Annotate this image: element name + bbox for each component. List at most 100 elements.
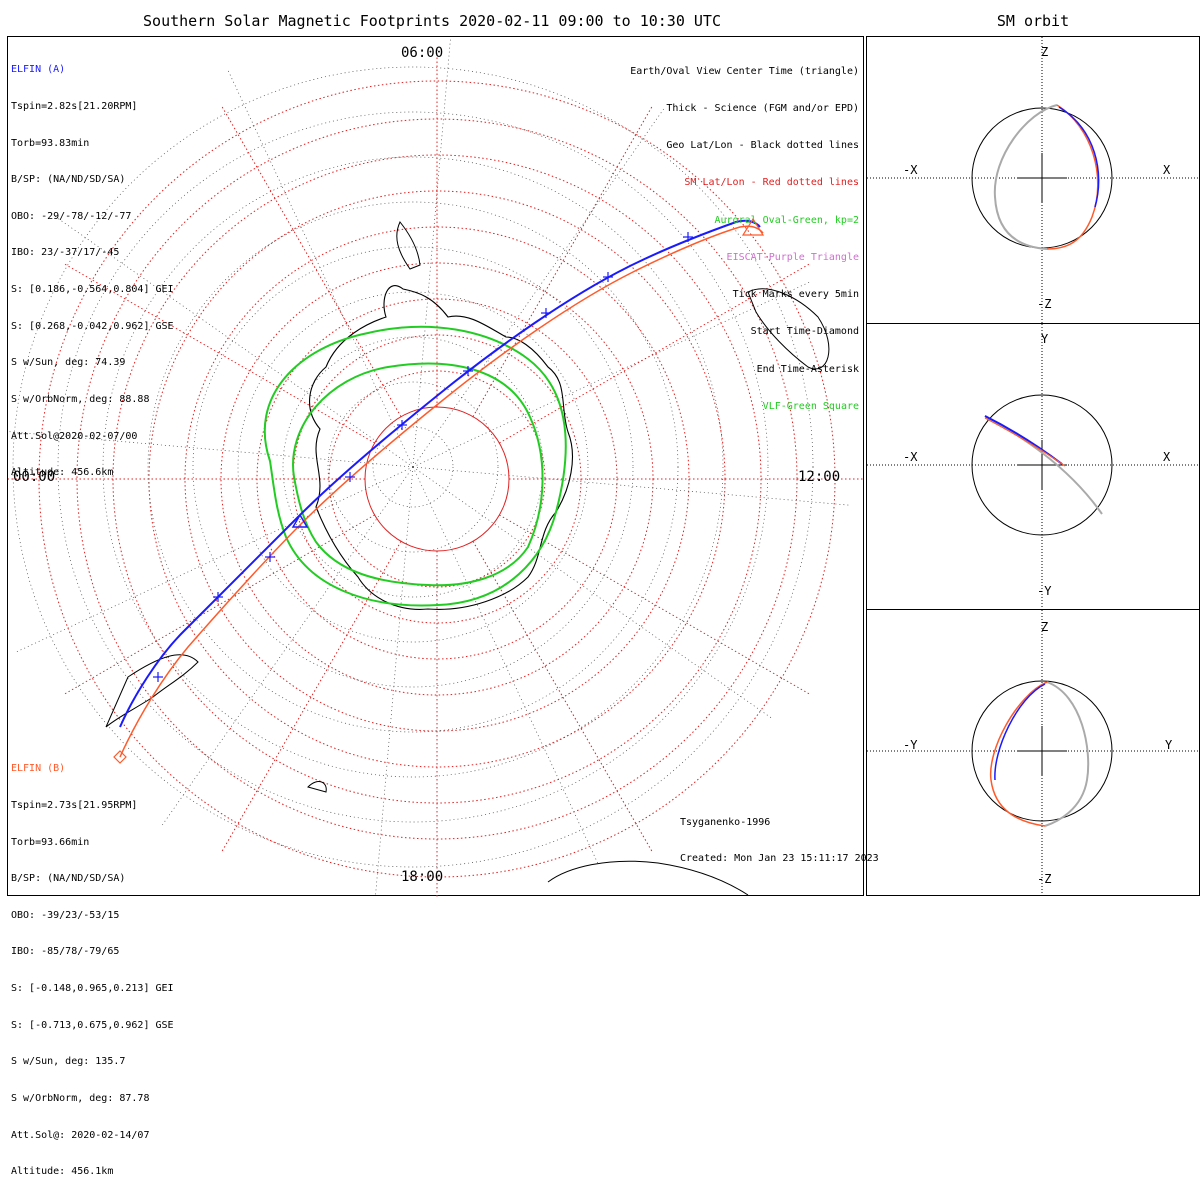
elfin-a-line: S: [0.268,-0.042,0.962] GSE [11, 320, 174, 332]
sm-orbit-panel-yz: Z -Z -Y Y [866, 609, 1200, 897]
sm-orbit-panel-xy: Y -Y -X X [866, 323, 1200, 611]
geo-lon-line [412, 466, 852, 506]
elfin-a-track [119, 219, 761, 728]
geo-lat-circle [372, 426, 454, 508]
main-title: Southern Solar Magnetic Footprints 2020-… [143, 12, 721, 30]
geo-lon-line [412, 466, 774, 720]
geo-lat-circle [327, 381, 499, 553]
elfin-b-line: Altitude: 456.1km [11, 1166, 114, 1178]
elfin-a-line: IBO: 23/-37/17/-45 [11, 247, 120, 259]
legend-entry: Tick Marks every 5min [732, 289, 859, 301]
elfin-a-line: S w/OrbNorm, deg: 88.88 [11, 393, 150, 405]
center-triangle [741, 217, 765, 236]
sm-orbit-yz-plot [867, 610, 1200, 897]
legend-entry: End Time-Asterisk [756, 363, 859, 375]
elfin-a-line: S: [0.186,-0.564,0.804] GEI [11, 284, 174, 296]
antarctica-coast [309, 285, 574, 610]
geo-lon-line [52, 214, 414, 468]
sm-orbit-panel-xz: Z -Z -X X [866, 36, 1200, 325]
elfin-a-line: Torb=93.83min [11, 137, 90, 149]
sm-orbit-xy-plot [867, 324, 1200, 611]
elfin-b-info: ELFIN (B) Tspin=2.73s[21.95RPM] Torb=93.… [11, 739, 174, 1203]
legend-entry: Earth/Oval View Center Time (triangle) [630, 65, 859, 77]
elfin-b-line: B/SP: (NA/ND/SD/SA) [11, 873, 126, 885]
start-diamond [113, 750, 127, 764]
elfin-a-name: ELFIN (A) [11, 64, 66, 76]
elfin-b-line: IBO: -85/78/-79/65 [11, 946, 120, 958]
geo-lat-circle [102, 156, 724, 778]
orbit-gray [1044, 681, 1090, 827]
legend-entry: Auroral Oval-Green, kp=2 [714, 214, 860, 226]
legend-entry: Start Time-Diamond [750, 326, 859, 338]
geo-lon-line [226, 68, 414, 468]
geo-lon-line [375, 466, 414, 897]
legend-entry: SM Lat/Lon - Red dotted lines [684, 177, 859, 189]
legend: Earth/Oval View Center Time (triangle) T… [630, 41, 859, 438]
earth-circle [971, 394, 1113, 536]
island-coast [307, 781, 327, 793]
elfin-b-track [119, 225, 764, 758]
credit: Tsyganenko-1996 Created: Mon Jan 23 15:1… [680, 793, 879, 889]
earth-circle [971, 680, 1113, 822]
mlt-label-bottom: 18:00 [401, 869, 444, 885]
satellite-tracks [113, 217, 765, 764]
elfin-a-line: Altitude: 456.6km [11, 467, 114, 479]
coastlines [105, 221, 830, 896]
legend-entry: VLF-Green Square [762, 400, 859, 412]
axis-label-top: Z [1041, 620, 1049, 634]
axis-label-right: X [1163, 450, 1171, 464]
legend-entry: Thick - Science (FGM and/or EPD) [666, 103, 859, 115]
axis-label-left: -X [903, 163, 918, 177]
elfin-a-info: ELFIN (A) Tspin=2.82s[21.20RPM] Torb=93.… [11, 40, 174, 504]
sm-lat-circle [328, 370, 546, 588]
elfin-a-line: B/SP: (NA/ND/SD/SA) [11, 174, 126, 186]
elfin-a-orbit [994, 683, 1046, 781]
elfin-a-line: OBO: -29/-78/-12/-77 [11, 210, 132, 222]
peninsula-coast [396, 221, 421, 270]
axis-label-bottom: -Z [1037, 872, 1052, 886]
geo-lat-circle [57, 111, 769, 823]
elfin-b-line: S w/Sun, deg: 135.7 [11, 1056, 126, 1068]
elfin-b-line: S w/OrbNorm, deg: 87.78 [11, 1092, 150, 1104]
elfin-a-orbit [1058, 106, 1100, 208]
geo-lon-line [412, 37, 451, 468]
geo-lon-line [14, 466, 414, 654]
axis-label-bottom: -Z [1037, 297, 1052, 311]
elfin-b-name: ELFIN (B) [11, 763, 66, 775]
auroral-oval [263, 325, 567, 607]
south-america-coast [105, 654, 199, 728]
australia-coast [747, 288, 830, 370]
geo-lon-line [412, 466, 600, 866]
mlt-label-left: 00:00 [13, 469, 56, 485]
legend-entry: Geo Lat/Lon - Black dotted lines [666, 140, 859, 152]
elfin-b-line: S: [-0.713,0.675,0.962] GSE [11, 1019, 174, 1031]
axis-label-right: Y [1165, 738, 1173, 752]
auroral-oval-inner [292, 362, 544, 587]
model-name: Tsyganenko-1996 [680, 817, 771, 828]
geo-lon-line [160, 466, 414, 828]
elfin-a-line: S w/Sun, deg: 74.39 [11, 357, 126, 369]
axis-label-right: X [1163, 163, 1171, 177]
geo-lon-line [412, 106, 666, 468]
auroral-oval-outer [263, 325, 567, 607]
axis-label-left: -X [903, 450, 918, 464]
geo-lat-circle [192, 246, 634, 688]
geo-lat-circle [147, 201, 679, 733]
legend-entry: EISCAT-Purple Triangle [726, 251, 859, 263]
orbit-gray [993, 104, 1058, 250]
elfin-b-line: Torb=93.66min [11, 836, 90, 848]
elfin-b-line: S: [-0.148,0.965,0.213] GEI [11, 983, 174, 995]
axis-label-top: Y [1041, 332, 1049, 346]
elfin-a-line: Tspin=2.82s[21.20RPM] [11, 101, 138, 113]
elfin-a-line: Att.Sol@2020-02-07/00 [11, 430, 138, 442]
mlt-label-right: 12:00 [798, 469, 841, 485]
sm-orbit-title: SM orbit [996, 12, 1070, 30]
elfin-b-orbit [989, 681, 1048, 827]
axis-label-bottom: -Y [1037, 584, 1052, 598]
elfin-b-line: Att.Sol@: 2020-02-14/07 [11, 1129, 150, 1141]
created-date: Created: Mon Jan 23 15:11:17 2023 [680, 853, 879, 864]
africa-coast [547, 860, 749, 896]
elfin-b-line: Tspin=2.73s[21.95RPM] [11, 800, 138, 812]
elfin-b-orbit [984, 417, 1066, 467]
geo-lat-circle [12, 66, 814, 868]
